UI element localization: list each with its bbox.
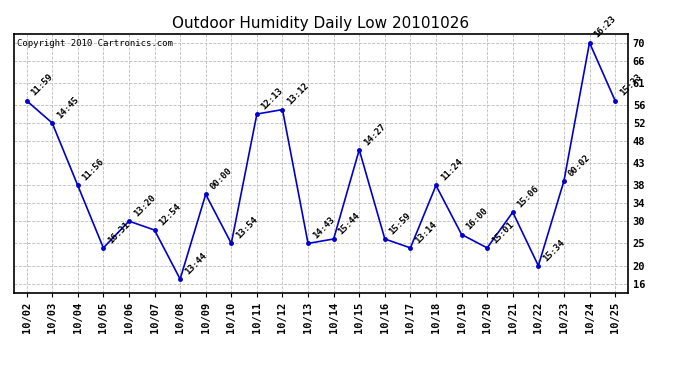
Text: 12:13: 12:13 [259, 86, 285, 111]
Text: 16:00: 16:00 [464, 206, 490, 232]
Text: 12:54: 12:54 [157, 202, 183, 227]
Text: 14:27: 14:27 [362, 122, 387, 147]
Text: 11:59: 11:59 [30, 72, 55, 98]
Text: 15:06: 15:06 [515, 184, 541, 209]
Text: 16:31: 16:31 [106, 220, 132, 245]
Text: 16:23: 16:23 [592, 15, 618, 40]
Text: 14:43: 14:43 [310, 215, 336, 241]
Text: 14:45: 14:45 [55, 95, 80, 120]
Text: 13:44: 13:44 [183, 251, 208, 276]
Text: 15:59: 15:59 [388, 211, 413, 236]
Text: 15:34: 15:34 [541, 238, 566, 263]
Text: 13:12: 13:12 [285, 81, 310, 107]
Title: Outdoor Humidity Daily Low 20101026: Outdoor Humidity Daily Low 20101026 [172, 16, 469, 31]
Text: 13:20: 13:20 [132, 193, 157, 218]
Text: 15:33: 15:33 [618, 72, 643, 98]
Text: Copyright 2010 Cartronics.com: Copyright 2010 Cartronics.com [17, 39, 172, 48]
Text: 11:56: 11:56 [81, 157, 106, 183]
Text: 00:00: 00:00 [208, 166, 234, 192]
Text: 13:14: 13:14 [413, 220, 439, 245]
Text: 15:44: 15:44 [337, 211, 362, 236]
Text: 11:24: 11:24 [439, 157, 464, 183]
Text: 13:54: 13:54 [234, 215, 259, 241]
Text: 15:01: 15:01 [490, 220, 515, 245]
Text: 00:02: 00:02 [566, 153, 592, 178]
